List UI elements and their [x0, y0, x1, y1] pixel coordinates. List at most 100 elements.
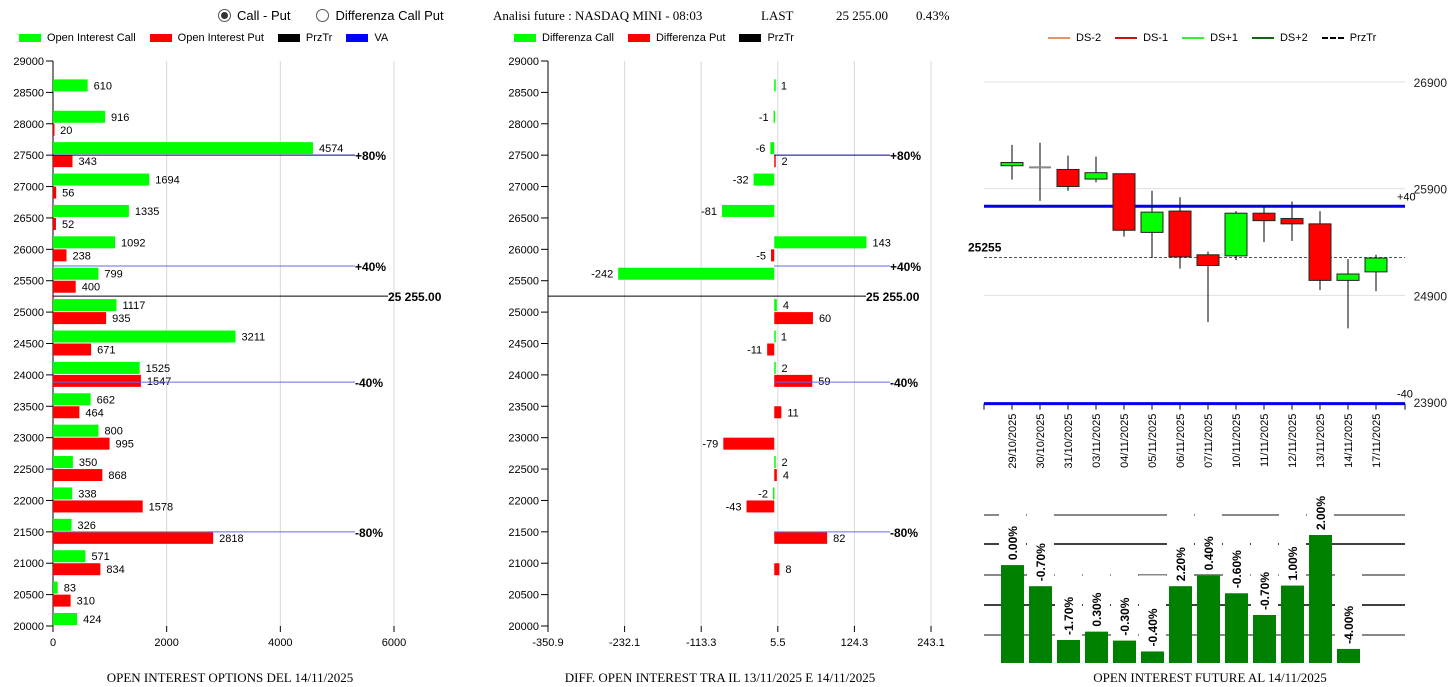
- legend-item: DS+2: [1251, 32, 1308, 44]
- call-bar: [53, 393, 91, 406]
- oi-bar: [1253, 615, 1276, 663]
- va-line-label: +40: [1397, 191, 1416, 203]
- y-tick-label: 26500: [508, 213, 539, 225]
- legend-label: PrzTr: [305, 32, 333, 44]
- call-bar: [772, 487, 775, 500]
- radio-call-put[interactable]: Call - Put: [218, 8, 290, 23]
- bar-value-label: -2: [758, 488, 768, 500]
- bar-value-label: 610: [94, 80, 112, 92]
- legend-label: PrzTr: [1349, 32, 1377, 44]
- x-tick-label: 10/11/2025: [1231, 414, 1243, 468]
- radio-label: Call - Put: [237, 8, 291, 23]
- y-tick-label: 24500: [13, 339, 44, 351]
- bar-value-label: 2: [782, 156, 788, 168]
- label-bg: [1307, 480, 1334, 531]
- y-tick-label: 27500: [508, 150, 539, 162]
- view-mode-radio-group: Call - Put Differenza Call Put: [218, 8, 444, 23]
- y-tick-label: 20500: [508, 590, 539, 602]
- va-line-label: -40: [1397, 389, 1413, 401]
- y-tick-label: 21000: [508, 558, 539, 570]
- bar-value-label: 571: [91, 551, 109, 563]
- last-value: 25 255.00: [836, 8, 888, 23]
- bar-value-label: 671: [97, 345, 115, 357]
- bar-value-label: 995: [116, 439, 134, 451]
- x-tick-label: 4000: [268, 637, 292, 649]
- call-bar: [53, 110, 106, 123]
- put-bar: [774, 531, 828, 544]
- put-bar: [53, 563, 101, 576]
- oi-bar-label: -0.40%: [1146, 608, 1160, 646]
- oi-bar: [1001, 565, 1024, 663]
- label-bg: [1195, 499, 1222, 572]
- legend-swatch-put: [627, 34, 650, 42]
- put-bar: [53, 437, 110, 450]
- bar-value-label: 1092: [121, 237, 145, 249]
- y-tick-label: 25500: [508, 276, 539, 288]
- label-bg: [1083, 555, 1110, 628]
- last-label: LAST: [761, 8, 794, 23]
- candle-body: [1224, 212, 1248, 257]
- price-line-label: 25 255.00: [388, 290, 442, 304]
- call-bar: [53, 236, 116, 249]
- bar-value-label: 238: [73, 250, 91, 262]
- bar-value-label: -43: [726, 501, 742, 513]
- radio-differenza-call-put[interactable]: Differenza Call Put: [316, 8, 444, 23]
- x-tick-label: 2000: [154, 637, 178, 649]
- oi-bar-label: 0.00%: [1006, 526, 1020, 560]
- bar-value-label: 1117: [122, 300, 145, 312]
- put-bar: [723, 437, 775, 450]
- y-tick-label: 27000: [13, 182, 44, 194]
- bar-value-label: 4: [783, 300, 789, 312]
- candle-body: [1084, 172, 1108, 180]
- va-line-label: -40%: [890, 376, 918, 390]
- call-bar: [53, 424, 99, 437]
- oi-bar-label: -4.00%: [1342, 606, 1356, 644]
- put-bar: [53, 531, 214, 544]
- x-tick-label: 124.3: [841, 637, 869, 649]
- y-tick-label: 27500: [13, 150, 44, 162]
- call-bar: [53, 79, 88, 92]
- put-bar: [53, 594, 71, 607]
- y-tick-label: 21000: [13, 558, 44, 570]
- legend-label: Differenza Call: [542, 32, 614, 44]
- label-bg: [1111, 564, 1138, 637]
- bar-value-label: -242: [591, 269, 613, 281]
- bar-value-label: 4: [783, 470, 789, 482]
- legend-oi-options: Open Interest Call Open Interest Put Prz…: [19, 32, 388, 44]
- call-bar: [53, 518, 72, 531]
- y-tick-label: 22000: [13, 495, 44, 507]
- legend-line-ds+1: [1182, 37, 1205, 39]
- put-bar: [53, 249, 67, 262]
- legend-label: Open Interest Put: [177, 32, 264, 44]
- bar-value-label: 2: [782, 457, 788, 469]
- put-bar: [53, 186, 57, 199]
- va-line-label: -80%: [355, 526, 383, 540]
- bar-value-label: -79: [702, 439, 718, 451]
- put-bar: [774, 374, 813, 387]
- put-bar: [53, 217, 56, 230]
- y-tick-label: 26500: [13, 213, 44, 225]
- oi-bar-label: -1.70%: [1062, 597, 1076, 635]
- legend-item: PrzTr: [1321, 32, 1377, 44]
- x-tick-label: 29/10/2025: [1007, 414, 1019, 469]
- oi-bar: [1309, 535, 1332, 663]
- y-tick-label: 25000: [508, 307, 539, 319]
- call-bar: [770, 142, 775, 155]
- oi-bar-label: 2.20%: [1174, 547, 1188, 581]
- radio-indicator-selected[interactable]: [218, 9, 231, 22]
- x-tick-label: -350.9: [532, 637, 563, 649]
- bar-value-label: -5: [756, 250, 766, 262]
- y-tick-label: 22500: [508, 464, 539, 476]
- y-tick-label: 24000: [508, 370, 539, 382]
- bar-value-label: 82: [833, 533, 845, 545]
- x-tick-label: 0: [50, 637, 56, 649]
- candle-body: [1000, 162, 1024, 167]
- bar-value-label: 60: [819, 313, 831, 325]
- oi-bar: [1169, 586, 1192, 663]
- y-tick-label: 28000: [508, 119, 539, 131]
- radio-indicator[interactable]: [316, 9, 330, 22]
- put-bar: [53, 406, 80, 419]
- va-line-label: +80%: [890, 149, 921, 163]
- legend-swatch-call: [514, 34, 536, 42]
- header-bar: Analisi future : NASDAQ MINI - 08:03 LAS…: [493, 8, 950, 24]
